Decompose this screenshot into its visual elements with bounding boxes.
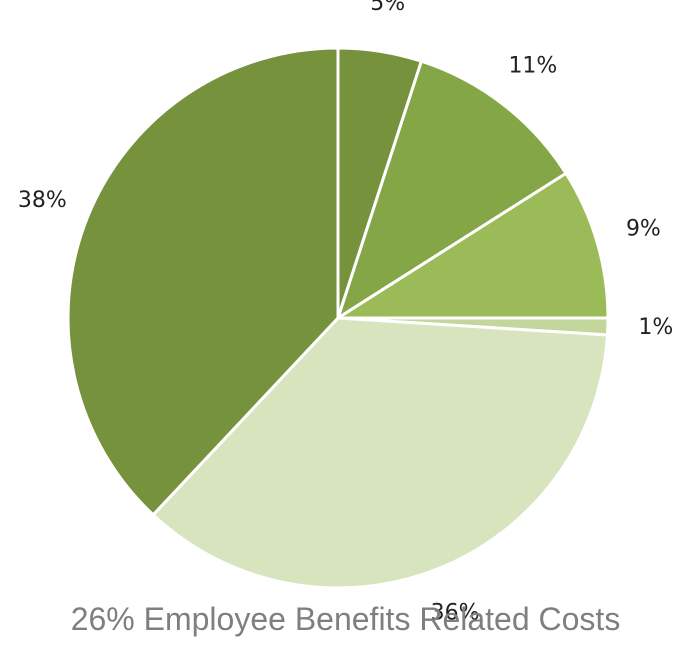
pie-slice-2 — [336, 59, 568, 320]
pie-labels: 5% 11% 9% 1% 36% 38% — [18, 0, 673, 626]
slice-label-6: 38% — [18, 188, 67, 213]
pie-slice-5 — [151, 316, 609, 590]
slice-label-1: 5% — [370, 0, 405, 16]
slice-label-3: 9% — [626, 216, 661, 241]
slice-label-5: 36% — [431, 601, 480, 626]
chart-title: 26% Employee Benefits Related Costs — [70, 601, 621, 637]
pie-slice-3 — [336, 171, 610, 320]
pie-slice-6 — [66, 46, 340, 517]
pie-slices — [66, 46, 610, 590]
slice-label-4: 1% — [638, 315, 673, 340]
slice-label-2: 11% — [508, 54, 557, 79]
